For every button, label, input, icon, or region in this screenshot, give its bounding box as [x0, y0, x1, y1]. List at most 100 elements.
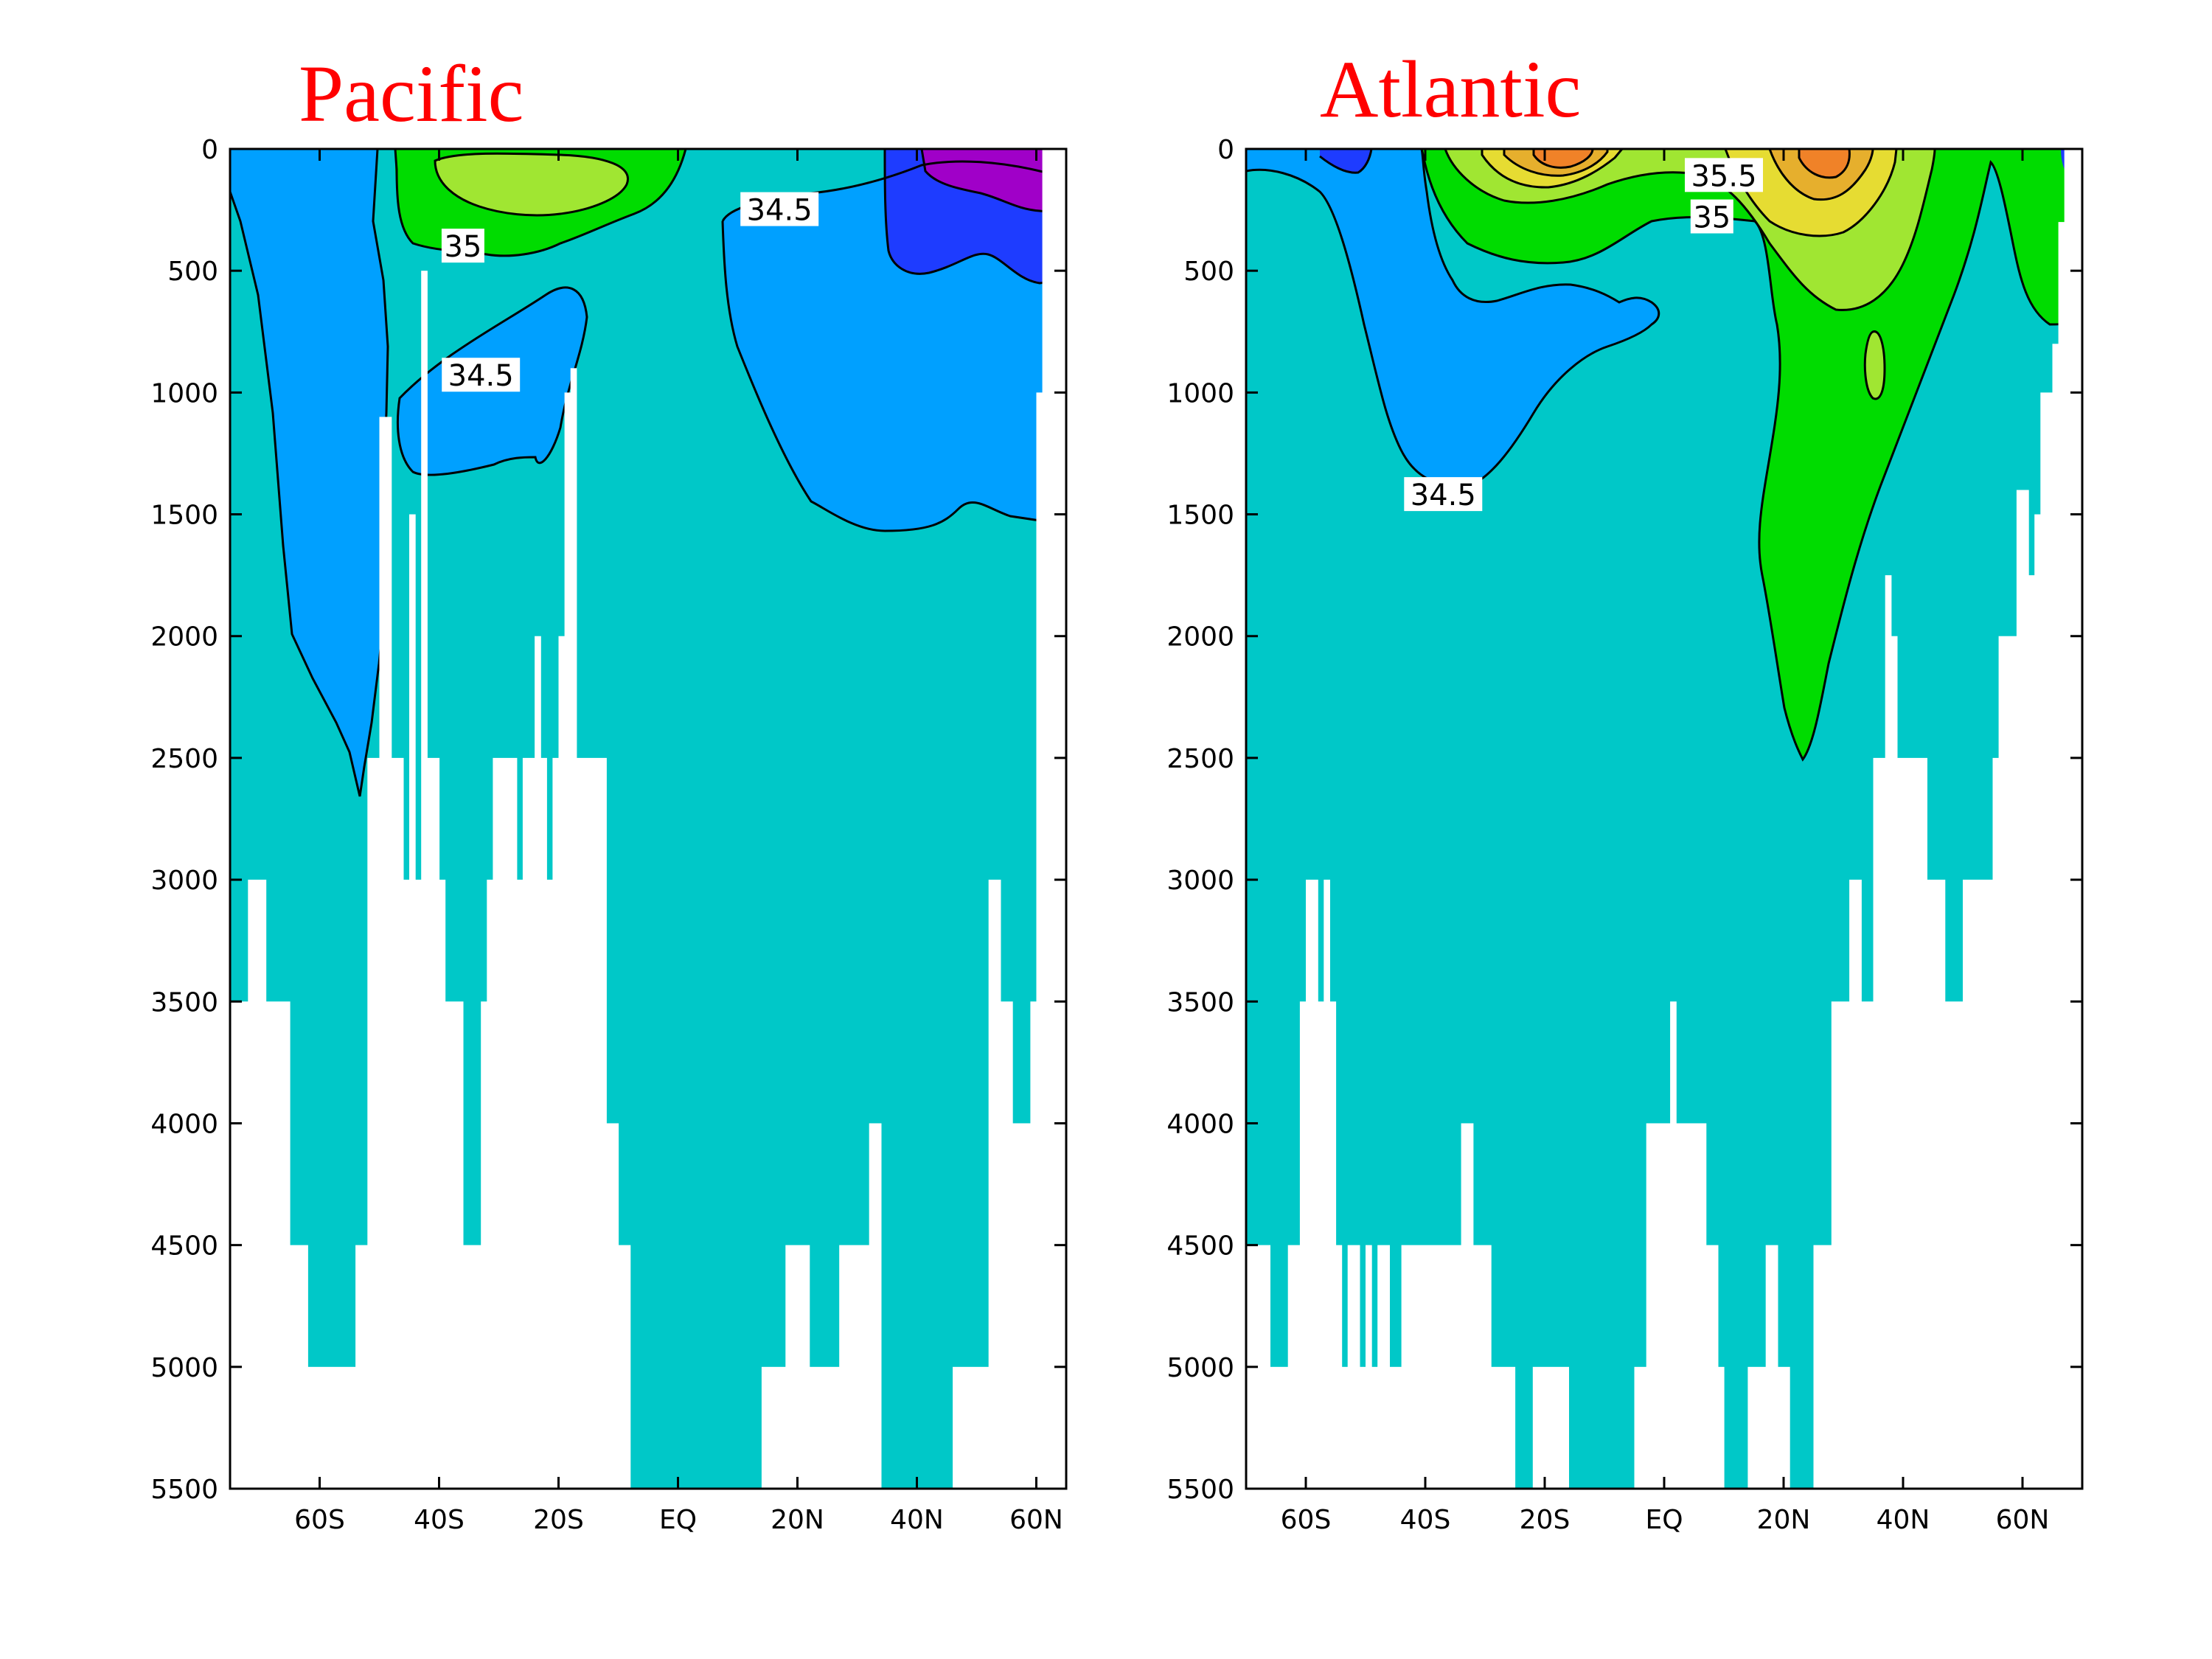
y-tick-label: 4500 — [150, 1231, 218, 1262]
bathymetry-column — [1377, 1245, 1390, 1489]
bathymetry-column — [307, 1366, 356, 1489]
pacific-y-axis: 0 500 1000 1500 2000 2500 3000 3500 4000 4500 5000… — [150, 135, 1066, 1505]
y-tick-label: 2000 — [1166, 622, 1234, 653]
pacific-high-salinity-35-5-region — [435, 153, 628, 215]
bathymetry-column — [1676, 1123, 1707, 1489]
bathymetry-column — [1765, 1245, 1778, 1489]
x-tick-label: 60S — [294, 1505, 345, 1535]
contour-label: 34.5 — [448, 359, 514, 393]
pacific-panel: 0 500 1000 1500 2000 2500 3000 3500 4000 4500 5000… — [150, 135, 1068, 1535]
atlantic-contour-34 — [1319, 149, 1373, 174]
contour-label: 34.5 — [747, 194, 813, 228]
bathymetry-column — [809, 1366, 840, 1489]
bathymetry-column — [1885, 575, 1892, 1489]
atlantic-high-salinity-35-5-island — [1865, 331, 1885, 399]
bathymetry-column — [576, 757, 607, 1489]
y-tick-label: 5500 — [150, 1475, 218, 1505]
bathymetry-column — [290, 1245, 308, 1489]
bathymetry-column — [839, 1245, 870, 1489]
contour-label-background — [441, 229, 484, 263]
bathymetry-column — [1324, 880, 1330, 1489]
atlantic-low-salinity-region — [1246, 149, 1659, 487]
bathymetry-column — [606, 1123, 619, 1489]
y-tick-label: 4000 — [150, 1109, 218, 1139]
bathymetry-column — [1461, 1123, 1474, 1489]
bathymetry-column — [1944, 1001, 1964, 1489]
y-tick-label: 0 — [1217, 135, 1234, 165]
x-tick-label: 60N — [1009, 1505, 1063, 1535]
bathymetry-column — [2034, 514, 2041, 1489]
bathymetry-column — [1849, 880, 1862, 1489]
y-tick-label: 1500 — [150, 501, 218, 531]
contour-label-background — [1404, 477, 1483, 512]
bathymetry-column — [415, 880, 422, 1489]
y-tick-label: 3000 — [1166, 866, 1234, 896]
bathymetry-column — [535, 636, 541, 1489]
bathymetry-column — [1777, 1366, 1790, 1489]
bathymetry-column — [462, 1245, 481, 1489]
bathymetry-column — [1717, 1366, 1725, 1489]
y-tick-label: 1000 — [1166, 378, 1234, 408]
bathymetry-column — [367, 757, 380, 1489]
bathymetry-column — [546, 880, 553, 1489]
contour-label-background — [740, 192, 819, 226]
bathymetry-column — [761, 1366, 786, 1489]
bathymetry-column — [1705, 1245, 1719, 1489]
bathymetry-column — [1927, 880, 1946, 1489]
bathymetry-column — [516, 880, 524, 1489]
bathymetry-column — [439, 880, 446, 1489]
bathymetry-column — [1891, 636, 1898, 1489]
bathymetry-column — [1873, 757, 1886, 1489]
x-tick-label: 20S — [533, 1505, 584, 1535]
bathymetry-column — [1532, 1366, 1569, 1489]
bathymetry-column — [1359, 1366, 1366, 1489]
x-tick-label: 20N — [1757, 1505, 1811, 1535]
bathymetry-column — [869, 1123, 882, 1489]
y-tick-label: 500 — [167, 257, 218, 287]
bathymetry-column — [1012, 1123, 1031, 1489]
atlantic-panel: 0 500 1000 1500 2000 2500 3000 3500 4000 4500 5000… — [1166, 135, 2084, 1535]
x-tick-label: 40N — [890, 1505, 944, 1535]
bathymetry-column — [1335, 1245, 1343, 1489]
pacific-contour-34-5-south — [230, 149, 389, 797]
bathymetry-column — [2016, 490, 2029, 1489]
bathymetry-column — [1341, 1366, 1349, 1489]
atlantic-plot-area — [1246, 149, 2082, 1489]
bathymetry-column — [493, 757, 518, 1489]
bathymetry-column — [1896, 757, 1927, 1489]
y-tick-label: 5500 — [1166, 1475, 1234, 1505]
y-tick-label: 2000 — [150, 622, 218, 653]
bathymetry-column — [1813, 1245, 1832, 1489]
bathymetry-column — [1366, 1245, 1372, 1489]
bathymetry-column — [2040, 392, 2053, 1489]
y-tick-label: 3500 — [1166, 987, 1234, 1018]
contour-label-background — [1690, 199, 1733, 234]
pacific-contour-34-5-mid — [396, 286, 588, 476]
bathymetry-column — [248, 880, 267, 1489]
x-tick-label: EQ — [659, 1505, 697, 1535]
bathymetry-column — [558, 636, 566, 1489]
x-tick-label: 40S — [414, 1505, 465, 1535]
bathymetry-column — [1998, 636, 2017, 1489]
y-tick-label: 0 — [201, 135, 218, 165]
bathymetry-column — [1306, 880, 1318, 1489]
bathymetry-column — [1270, 1366, 1289, 1489]
bathymetry-column — [1670, 1001, 1677, 1489]
x-tick-label: 40S — [1400, 1505, 1451, 1535]
y-tick-label: 3500 — [150, 987, 218, 1018]
bathymetry-column — [1491, 1366, 1516, 1489]
bathymetry-column — [427, 757, 440, 1489]
contour-label: 34.5 — [1411, 479, 1476, 512]
y-tick-label: 5000 — [1166, 1353, 1234, 1383]
pacific-low-salinity-region-south — [230, 149, 388, 796]
pacific-contour-labels: 35 34.5 34.5 — [441, 192, 819, 393]
atlantic-contour-34-5 — [1246, 149, 1660, 488]
bathymetry-column — [1389, 1366, 1402, 1489]
bathymetry-column — [421, 271, 428, 1489]
bathymetry-column — [1287, 1245, 1301, 1489]
y-tick-label: 5000 — [150, 1353, 218, 1383]
pacific-contour-33-5 — [883, 149, 1066, 285]
x-tick-label: 20N — [771, 1505, 824, 1535]
pacific-panel-title: Pacific — [299, 49, 524, 139]
bathymetry-column — [355, 1245, 368, 1489]
